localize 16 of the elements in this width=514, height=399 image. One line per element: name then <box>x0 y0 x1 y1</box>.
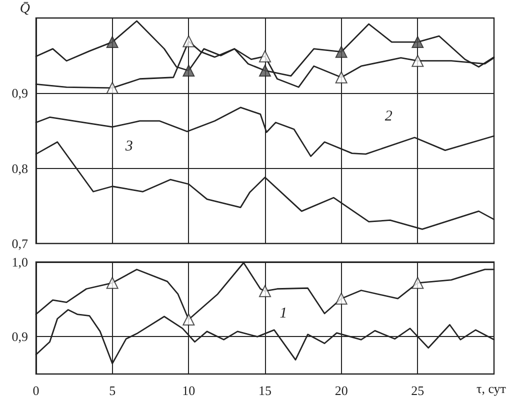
x-tick-label: 0 <box>32 383 40 398</box>
y-tick-label: 0,9 <box>12 86 28 101</box>
x-tick-label: 15 <box>258 383 272 398</box>
x-tick-label: 5 <box>109 383 116 398</box>
x-tick-label: 20 <box>334 383 348 398</box>
y-tick-label: 0,9 <box>12 329 28 344</box>
y-axis-title: Q̄ <box>20 1 30 16</box>
x-tick-label: 10 <box>182 383 196 398</box>
annotation: 3 <box>124 138 133 155</box>
x-tick-label: 25 <box>411 383 424 398</box>
y-tick-label: 0,8 <box>12 160 28 176</box>
annotation: 2 <box>384 108 393 124</box>
x-axis-title: τ, сут <box>476 381 506 396</box>
y-tick-label: 0,7 <box>12 236 28 251</box>
annotation: 1 <box>280 306 288 322</box>
y-tick-label: 1,0 <box>12 254 28 270</box>
